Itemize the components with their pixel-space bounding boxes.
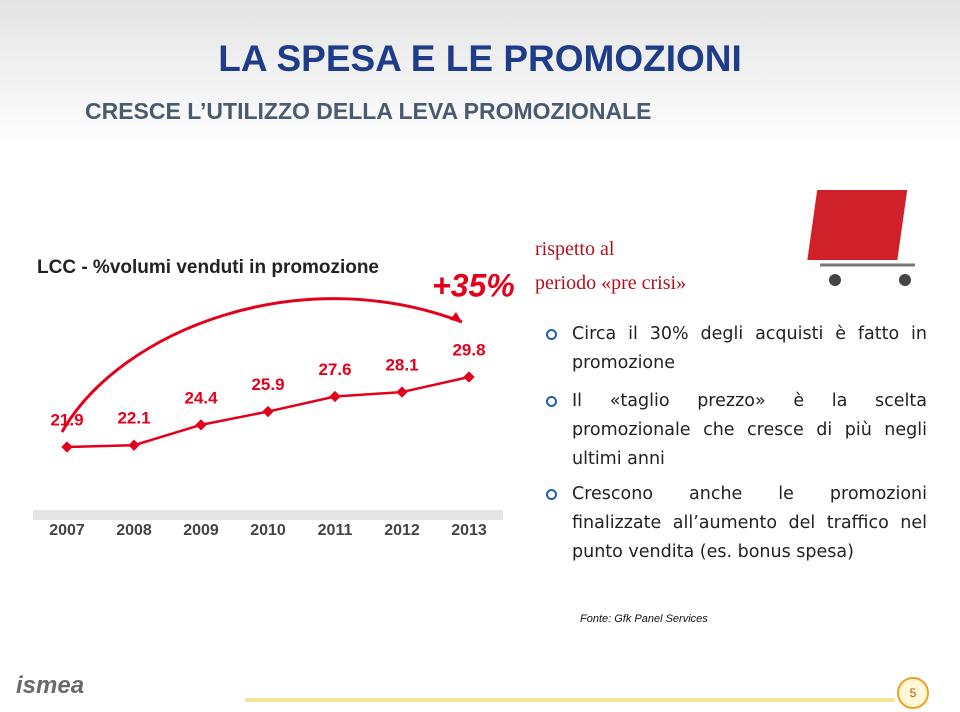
- point: [61, 441, 73, 453]
- x-tick-label: 2007: [49, 522, 85, 539]
- axis-band: [33, 510, 503, 520]
- bullet: Crescono anche le promozioni finalizzate…: [546, 480, 927, 567]
- header-band: [0, 0, 960, 150]
- chart: LCC - %volumi venduti in promozione +35%…: [33, 190, 915, 539]
- x-tick-label: 2012: [384, 522, 420, 539]
- data-label: 28.1: [385, 356, 418, 375]
- data-label: 22.1: [117, 409, 150, 428]
- source: Fonte: Gfk Panel Services: [580, 613, 708, 625]
- data-label: 29.8: [452, 340, 485, 359]
- x-tick-label: 2009: [183, 522, 219, 539]
- data-label: 25.9: [251, 375, 284, 394]
- point: [195, 419, 207, 431]
- x-tick-label: 2011: [318, 522, 353, 539]
- point: [463, 371, 475, 383]
- data-label: 24.4: [184, 388, 218, 407]
- x-tick-label: 2008: [116, 522, 152, 539]
- footer-line: [245, 698, 895, 702]
- arrow-head: [450, 312, 462, 322]
- point: [262, 405, 274, 418]
- cart-icon: [807, 190, 915, 286]
- point: [396, 386, 408, 398]
- point: [128, 439, 140, 451]
- x-tick-label: 2013: [451, 522, 487, 539]
- chart-title: LCC - %volumi venduti in promozione: [37, 257, 379, 278]
- subtitle: CRESCE L’UTILIZZO DELLA LEVA PROMOZIONAL…: [85, 98, 652, 124]
- annotation: +35%: [432, 267, 515, 303]
- annotation-arrow: [60, 297, 463, 433]
- data-label: 21.9: [50, 410, 83, 429]
- x-tick-label: 2010: [250, 522, 286, 539]
- note: periodo «pre crisi»: [535, 272, 687, 294]
- note: rispetto al: [535, 238, 615, 260]
- bullet: Il «taglio prezzo» è la scelta promozion…: [546, 387, 927, 474]
- title: LA SPESA E LE PROMOZIONI: [218, 38, 742, 79]
- bullet: Circa il 30% degli acquisti è fatto in p…: [546, 320, 927, 378]
- page-number: 5: [897, 677, 929, 709]
- point: [329, 390, 341, 403]
- logo: ismea: [16, 672, 85, 699]
- data-label: 27.6: [318, 360, 351, 379]
